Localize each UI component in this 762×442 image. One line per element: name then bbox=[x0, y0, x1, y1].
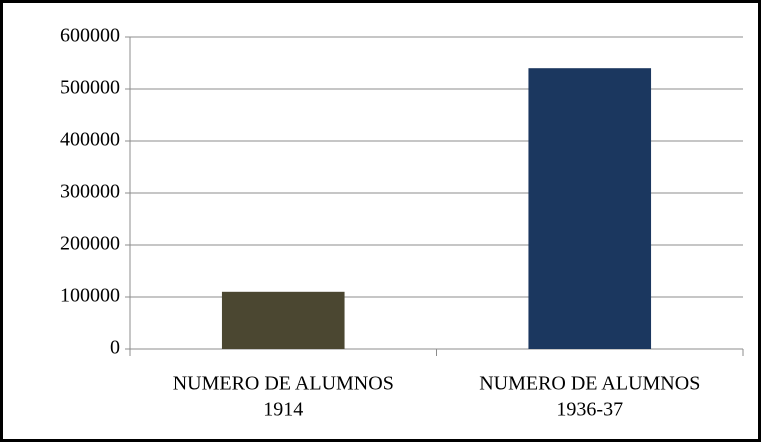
y-tick-label: 600000 bbox=[60, 25, 120, 47]
y-tick-label: 500000 bbox=[60, 77, 120, 99]
x-tick-label: 1914 bbox=[263, 399, 303, 421]
y-tick-label: 0 bbox=[110, 337, 120, 359]
y-tick-label: 200000 bbox=[60, 233, 120, 255]
x-tick-label: 1936-37 bbox=[556, 399, 623, 421]
y-tick-label: 300000 bbox=[60, 181, 120, 203]
x-tick-label: NUMERO DE ALUMNOS bbox=[173, 373, 394, 395]
y-tick-label: 100000 bbox=[60, 285, 120, 307]
bar bbox=[528, 68, 652, 349]
bar bbox=[221, 291, 345, 349]
x-tick-label: NUMERO DE ALUMNOS bbox=[479, 373, 700, 395]
y-tick-label: 400000 bbox=[60, 129, 120, 151]
